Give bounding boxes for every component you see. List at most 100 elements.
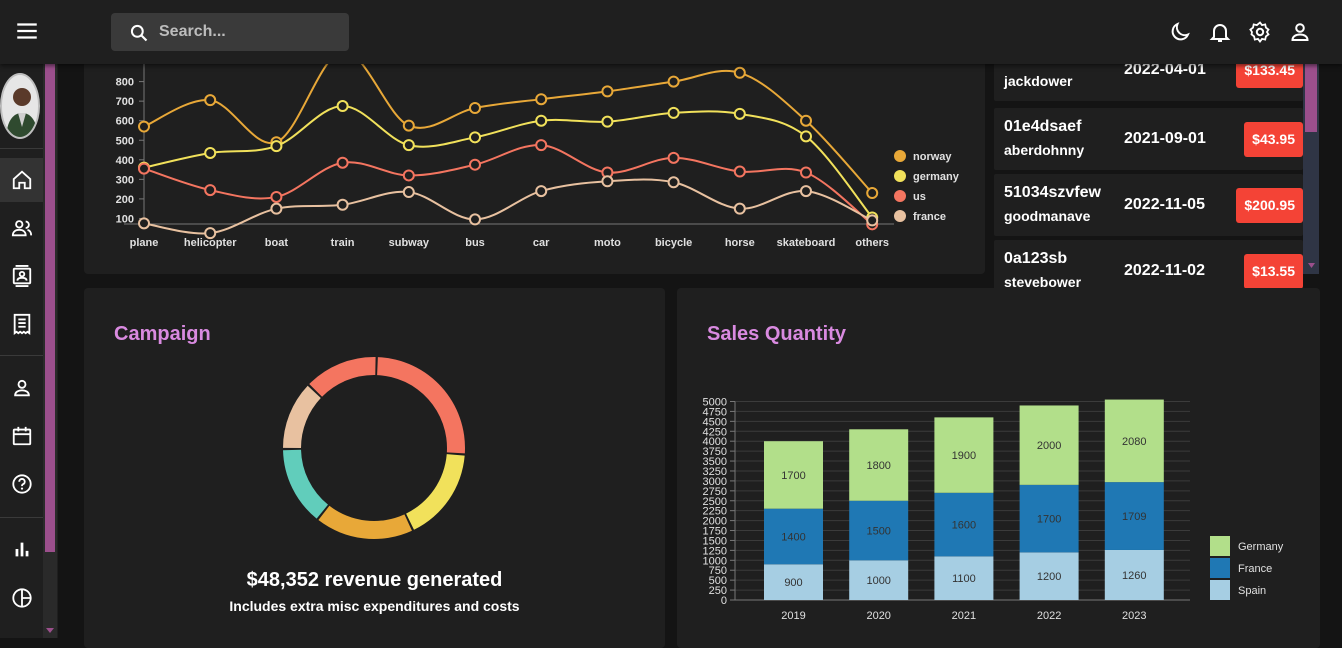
bar-segment-germany	[1019, 405, 1079, 485]
bar-chart-icon	[15, 542, 28, 557]
data-point-germany	[733, 107, 746, 120]
scroll-down-icon[interactable]	[45, 627, 55, 635]
y-tick-label: 3750	[703, 446, 727, 458]
y-tick-label: 300	[116, 174, 134, 186]
menu-icon[interactable]	[14, 18, 40, 44]
sidebar-scrollbar-thumb[interactable]	[45, 64, 55, 552]
x-tick-label: 2022	[1037, 610, 1061, 622]
y-tick-label: 400	[116, 155, 134, 167]
sidebar-item-faq[interactable]	[0, 462, 43, 506]
legend-swatch-norway	[894, 150, 906, 162]
data-point-us	[270, 190, 283, 203]
legend-label-germany: Germany	[1238, 541, 1284, 553]
search-icon[interactable]	[129, 23, 149, 48]
data-point-france	[469, 213, 481, 226]
y-tick-label: 1750	[703, 526, 727, 538]
legend-label-spain: Spain	[1238, 585, 1266, 597]
transaction-id: 0a123sb	[1004, 250, 1068, 267]
scroll-down-icon[interactable]	[1307, 262, 1316, 270]
data-point-france	[800, 185, 812, 198]
bar-value-label: 1700	[1037, 514, 1061, 526]
data-point-norway	[800, 114, 812, 127]
x-tick-label: car	[533, 237, 550, 249]
x-tick-label: moto	[594, 237, 621, 249]
data-point-france	[667, 176, 680, 189]
bar-value-label: 1000	[866, 575, 890, 587]
data-point-norway	[535, 93, 548, 106]
sidebar-item-bar-chart[interactable]	[0, 527, 43, 571]
y-tick-label: 500	[116, 135, 134, 147]
bar-value-label: 1200	[1037, 571, 1061, 583]
line-chart-card: 100 200 300 400 500 600 700 800 plane helicopter b…	[84, 60, 985, 274]
dark-mode-icon[interactable]	[1168, 20, 1192, 44]
data-point-us	[204, 184, 217, 197]
x-tick-label: 2019	[781, 610, 805, 622]
campaign-card: Campaign $48,352 revenue generated Inclu…	[84, 288, 665, 648]
transactions-scrollbar-thumb[interactable]	[1305, 64, 1317, 132]
faq-icon	[11, 474, 32, 494]
legend-swatch-germany	[1210, 536, 1230, 556]
transaction-row[interactable]: 01e4dsaef aberdohnny 2021-09-01 $43.95	[994, 108, 1303, 170]
data-point-germany	[800, 130, 812, 143]
y-tick-label: 800	[116, 77, 134, 89]
sales-quantity-card: Sales Quantity 0 250 500 750 1000 1250 1500 175…	[677, 288, 1320, 648]
data-point-us	[800, 166, 812, 179]
person-icon[interactable]	[1288, 20, 1312, 44]
settings-icon[interactable]	[1248, 20, 1272, 44]
y-tick-label: 0	[721, 595, 727, 607]
y-tick-label: 3000	[703, 476, 727, 488]
bar-segment-germany	[1104, 399, 1164, 483]
legend-label-us: us	[913, 191, 926, 203]
y-tick-label: 1250	[703, 545, 727, 557]
series-line-france	[143, 178, 873, 235]
sidebar-item-pie-chart[interactable]	[0, 576, 43, 620]
bar-segment-france	[849, 500, 909, 561]
y-tick-label: 3250	[703, 466, 727, 478]
sidebar-item-team[interactable]	[0, 206, 43, 250]
transaction-cost: $200.95	[1236, 188, 1303, 223]
calendar-icon	[12, 426, 31, 446]
sidebar-item-contacts[interactable]	[0, 254, 43, 298]
sidebar-item-calendar[interactable]	[0, 414, 43, 458]
transaction-user: jackdower	[1004, 73, 1073, 89]
data-point-germany	[601, 115, 614, 128]
sidebar-item-dashboard[interactable]	[0, 158, 43, 202]
x-tick-label: 2021	[952, 610, 976, 622]
bar-value-label: 1400	[781, 531, 805, 543]
transaction-user: stevebower	[1004, 274, 1082, 290]
series-line-us	[143, 144, 873, 226]
data-point-germany	[402, 139, 415, 152]
data-point-germany	[535, 114, 548, 127]
revenue-note: Includes extra misc expenditures and cos…	[229, 598, 520, 614]
data-point-us	[402, 169, 415, 182]
transaction-id: 01e4dsaef	[1004, 118, 1082, 135]
legend-label-france: France	[1238, 563, 1272, 575]
bar-segment-france	[764, 508, 823, 565]
y-tick-label: 5000	[703, 397, 727, 409]
bar-value-label: 1260	[1122, 570, 1146, 582]
y-tick-label: 1000	[703, 555, 727, 567]
bar-segment-spain	[934, 556, 994, 600]
bar-segment-france	[1019, 484, 1079, 553]
donut-slice-css	[309, 357, 376, 397]
x-tick-label: skateboard	[777, 237, 836, 249]
y-tick-label: 100	[116, 213, 134, 225]
donut-slice-make	[406, 454, 465, 530]
sidebar-divider	[0, 355, 43, 356]
notifications-icon[interactable]	[1208, 20, 1232, 44]
transaction-date: 2022-11-02	[1124, 262, 1205, 279]
bar-value-label: 1800	[866, 460, 890, 472]
transaction-row[interactable]: 51034szvfew goodmanave 2022-11-05 $200.95	[994, 174, 1303, 236]
bar-value-label: 2080	[1122, 436, 1146, 448]
sidebar-item-invoices[interactable]	[0, 302, 43, 346]
transaction-date: 2022-04-01	[1124, 61, 1206, 78]
search-input[interactable]	[159, 22, 339, 42]
sidebar-item-profile[interactable]	[0, 366, 43, 410]
line-chart: 100 200 300 400 500 600 700 800 plane helicopter b…	[116, 60, 960, 249]
legend-label-france: france	[913, 211, 946, 223]
x-tick-label: train	[331, 237, 355, 249]
legend-swatch-us	[894, 190, 906, 202]
donut-slice-go	[318, 505, 412, 539]
contacts-icon	[12, 265, 31, 287]
y-tick-label: 1500	[703, 535, 727, 547]
